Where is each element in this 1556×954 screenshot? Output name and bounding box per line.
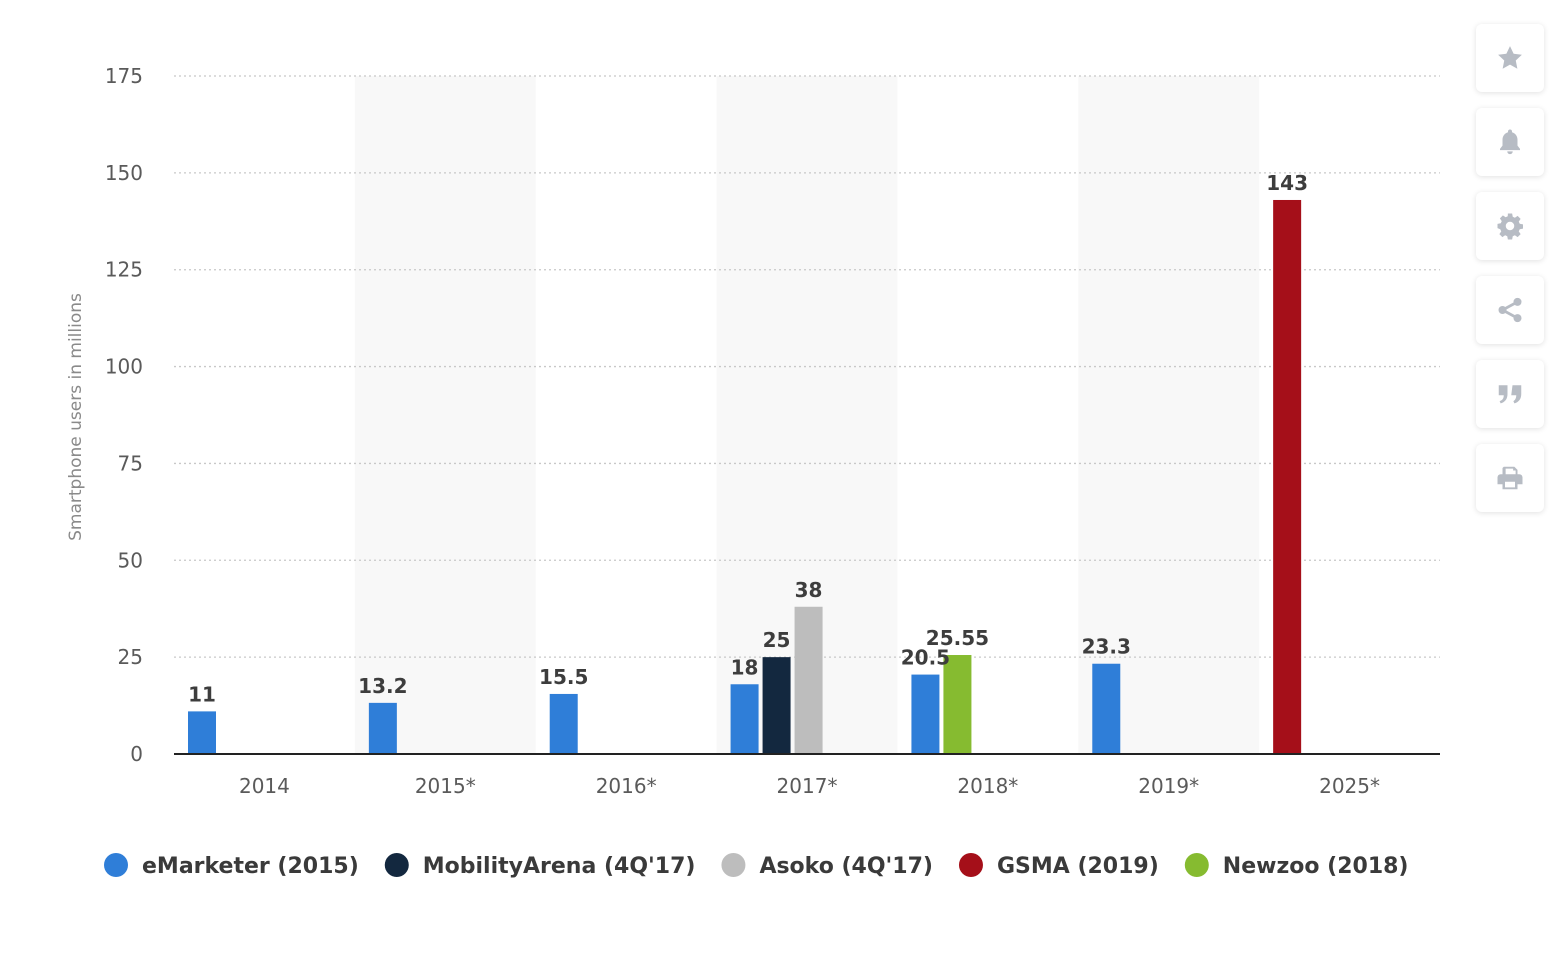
y-tick-label: 0 (130, 742, 143, 766)
bar (762, 657, 791, 754)
gridlines (174, 75, 1440, 658)
legend-marker (384, 853, 409, 877)
bar (549, 693, 578, 754)
settings-button[interactable] (1476, 192, 1544, 260)
print-icon (1497, 466, 1523, 490)
legend-marker (721, 853, 746, 877)
legend-item: Asoko (4Q'17) (721, 853, 933, 879)
star-icon (1498, 46, 1522, 69)
x-tick-label: 2018* (957, 774, 1018, 798)
bar (911, 674, 940, 754)
favorite-button[interactable] (1476, 24, 1544, 92)
bar (188, 711, 216, 754)
data-label: 18 (731, 655, 759, 679)
legend-label: GSMA (2019) (997, 854, 1159, 879)
y-axis-title: Smartphone users in millions (66, 293, 86, 541)
legend-item: GSMA (2019) (958, 853, 1159, 879)
print-button[interactable] (1476, 444, 1544, 512)
y-tick-label: 100 (105, 355, 143, 379)
data-label: 25.55 (926, 626, 989, 650)
bar (368, 702, 397, 754)
category-band (1078, 76, 1260, 754)
y-tick-label: 125 (105, 258, 143, 282)
x-tick-label: 2015* (415, 774, 476, 798)
gear-icon (1497, 213, 1523, 240)
x-tick-label: 2019* (1138, 774, 1199, 798)
share-button[interactable] (1476, 276, 1544, 344)
legend-marker (104, 853, 128, 877)
category-band (354, 76, 536, 754)
bar (1092, 663, 1121, 754)
share-icon (1498, 297, 1522, 323)
data-label: 23.3 (1082, 635, 1131, 659)
side-toolbar (1476, 24, 1544, 528)
x-tick-label: 2014 (239, 774, 290, 798)
y-tick-label: 150 (105, 161, 143, 185)
legend-label: MobilityArena (4Q'17) (423, 854, 696, 879)
bars (188, 199, 1302, 754)
legend-label: Asoko (4Q'17) (759, 854, 933, 879)
legend-item: Newzoo (2018) (1184, 853, 1409, 879)
alternating-bands (354, 76, 1260, 754)
y-tick-label: 75 (118, 451, 143, 475)
legend-label: eMarketer (2015) (142, 854, 359, 879)
legend-item: MobilityArena (4Q'17) (384, 853, 696, 879)
cite-button[interactable] (1476, 360, 1544, 428)
bell-icon (1500, 129, 1520, 155)
x-tick-label: 2017* (777, 774, 838, 798)
x-axis: 2014 2015* 2016* 2017* 2018* 2019* 2025* (174, 753, 1440, 798)
quote-icon (1498, 385, 1522, 404)
legend-label: Newzoo (2018) (1223, 854, 1409, 879)
x-tick-label: 2016* (596, 774, 657, 798)
legend-marker (1184, 853, 1209, 877)
data-label: 38 (795, 578, 823, 602)
y-tick-label: 175 (105, 64, 143, 88)
y-tick-label: 50 (118, 548, 143, 572)
y-tick-label: 25 (118, 645, 143, 669)
legend-item: eMarketer (2015) (104, 853, 359, 879)
legend-marker (958, 853, 983, 877)
data-label: 143 (1266, 171, 1308, 195)
bar (794, 606, 823, 754)
data-label: 25 (763, 628, 791, 652)
notification-button[interactable] (1476, 108, 1544, 176)
bar (1273, 199, 1302, 754)
x-tick-label: 2025* (1319, 774, 1380, 798)
data-label: 11 (188, 682, 216, 706)
data-label: 20.5 (901, 646, 950, 670)
data-label: 13.2 (358, 674, 407, 698)
bar (943, 655, 972, 754)
legend: eMarketer (2015) MobilityArena (4Q'17) Aso… (104, 853, 1409, 879)
data-label: 15.5 (539, 665, 588, 689)
y-axis: 0 25 50 75 100 125 150 175 Smartphone users in m… (66, 64, 143, 766)
bar (730, 684, 759, 754)
